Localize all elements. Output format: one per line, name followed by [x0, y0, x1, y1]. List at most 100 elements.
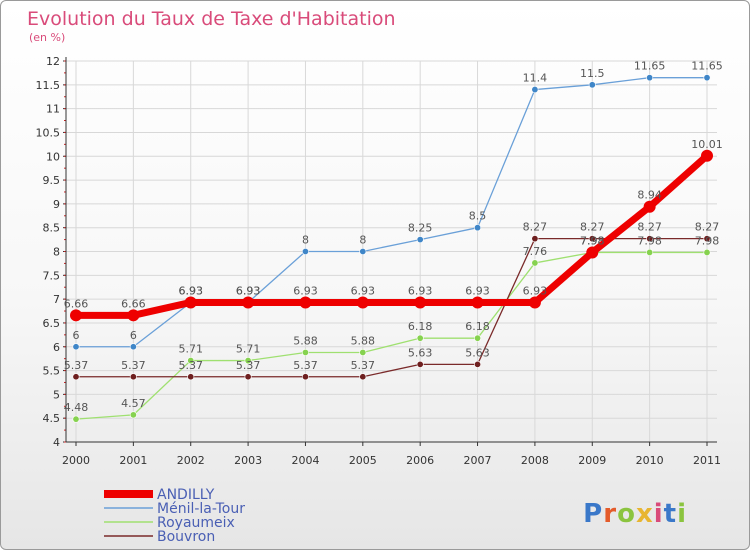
data-label-menil-la-tour: 11.4: [523, 72, 548, 85]
y-tick-label: 8: [53, 246, 60, 259]
data-label-bouvron: 5.63: [408, 346, 433, 359]
data-label-andilly: 7.98: [580, 234, 605, 247]
point-royaumeix: [187, 357, 195, 365]
data-label-andilly: 6.66: [121, 297, 146, 310]
series-line-royaumeix: [75, 251, 708, 420]
point-menil-la-tour: [129, 343, 137, 351]
point-royaumeix: [244, 357, 252, 365]
data-label-bouvron: 5.37: [121, 359, 146, 372]
logo-letter: o: [617, 499, 636, 529]
data-label-royaumeix: 5.88: [351, 334, 376, 347]
data-label-royaumeix: 7.98: [637, 234, 662, 247]
label-layer: 6.66 6.66 6.93 6.93 6.93 6.93 6.93 6.93 6.93 7.98…: [64, 60, 723, 414]
data-label-royaumeix: 6.18: [408, 320, 433, 333]
point-royaumeix: [474, 334, 482, 342]
y-tick-label: 8.5: [43, 222, 61, 235]
axis-layer: 4 4.5 5 5.5 6 6.5 7 7.5 8 8.5 9 9.5 10 10.5 11 11.5 12 20…: [36, 55, 722, 467]
data-label-bouvron: 8.27: [580, 221, 605, 234]
x-tick-label: 2009: [578, 454, 606, 467]
x-tick-label: 2010: [636, 454, 664, 467]
legend-label-bouvron: Bouvron: [157, 529, 215, 545]
point-royaumeix: [129, 411, 137, 419]
y-tick-label: 6: [53, 341, 60, 354]
point-andilly: [643, 200, 656, 213]
data-label-bouvron: 5.37: [293, 359, 318, 372]
data-label-bouvron: 8.27: [637, 221, 662, 234]
logo-letter: i: [653, 499, 664, 529]
data-label-andilly: 10.01: [691, 138, 723, 151]
data-label-menil-la-tour: 8: [302, 234, 309, 247]
point-bouvron: [187, 373, 195, 381]
data-label-menil-la-tour: 11.5: [580, 67, 605, 80]
y-tick-label: 11.5: [36, 79, 61, 92]
data-label-bouvron: 5.63: [465, 346, 490, 359]
y-tick-label: 9: [53, 198, 60, 211]
point-andilly: [701, 149, 713, 162]
point-royaumeix: [301, 348, 309, 356]
x-tick-label: 2001: [119, 454, 147, 467]
data-label-royaumeix: 7.98: [580, 234, 605, 247]
point-bouvron: [646, 235, 654, 243]
y-tick-label: 4.5: [43, 412, 61, 425]
point-royaumeix: [531, 259, 539, 267]
data-label-royaumeix: 5.71: [236, 343, 261, 356]
point-andilly: [299, 296, 312, 309]
data-label-royaumeix: 4.57: [121, 397, 146, 410]
y-tick-label: 7: [53, 293, 60, 306]
point-menil-la-tour: [359, 248, 367, 256]
data-label-menil-la-tour: 6.93: [178, 284, 203, 297]
data-label-andilly: 6.66: [64, 297, 89, 310]
logo-letter: P: [583, 499, 604, 529]
point-andilly: [586, 246, 599, 259]
point-bouvron: [72, 373, 80, 381]
data-label-menil-la-tour: 6.93: [236, 284, 261, 297]
point-andilly: [414, 296, 427, 309]
y-tick-label: 10: [46, 150, 60, 163]
data-label-royaumeix: 7.98: [695, 234, 720, 247]
point-menil-la-tour: [531, 86, 539, 94]
y-tick-label: 12: [46, 55, 60, 68]
y-tick-label: 9.5: [43, 174, 61, 187]
point-andilly: [70, 309, 82, 322]
data-label-menil-la-tour: 6: [73, 329, 80, 342]
data-label-andilly: 6.93: [523, 284, 548, 297]
y-tick-label: 7.5: [43, 269, 61, 282]
series-layer: [70, 74, 713, 423]
data-label-bouvron: 5.37: [64, 359, 89, 372]
x-tick-label: 2003: [234, 454, 262, 467]
point-andilly: [356, 296, 369, 309]
y-tick-label: 5: [53, 388, 60, 401]
legend-label-royaumeix: Royaumeix: [157, 515, 235, 531]
data-label-royaumeix: 5.71: [178, 343, 203, 356]
data-label-royaumeix: 7.76: [523, 245, 548, 258]
point-bouvron: [703, 235, 711, 243]
y-tick-label: 11: [46, 103, 60, 116]
point-menil-la-tour: [72, 343, 80, 351]
point-bouvron: [129, 373, 137, 381]
y-tick-label: 5.5: [43, 365, 61, 378]
data-label-menil-la-tour: 11.65: [634, 60, 666, 73]
data-label-andilly: 6.93: [408, 284, 433, 297]
data-label-bouvron: 5.37: [178, 359, 203, 372]
data-label-andilly: 6.93: [293, 284, 318, 297]
chart-subtitle: (en %): [29, 31, 65, 44]
legend-label-menil-la-tour: Ménil-la-Tour: [157, 501, 245, 517]
point-bouvron: [359, 373, 367, 381]
y-tick-label: 4: [53, 436, 60, 449]
data-label-andilly: 6.93: [465, 284, 490, 297]
data-label-menil-la-tour: 11.65: [691, 60, 723, 73]
proxiti-logo: Proxiti: [583, 499, 687, 529]
x-tick-label: 2004: [291, 454, 319, 467]
legend-label-andilly: ANDILLY: [157, 487, 215, 503]
data-label-andilly: 8.94: [637, 189, 662, 202]
logo-letter: x: [635, 499, 654, 529]
data-label-bouvron: 5.37: [236, 359, 261, 372]
point-menil-la-tour: [474, 224, 482, 232]
x-tick-label: 2000: [62, 454, 90, 467]
series-line-menil-la-tour: [75, 77, 708, 348]
x-tick-label: 2006: [406, 454, 434, 467]
data-label-menil-la-tour: 8.5: [469, 210, 487, 223]
point-menil-la-tour: [646, 74, 654, 82]
point-andilly: [471, 296, 484, 309]
point-bouvron: [588, 235, 596, 243]
